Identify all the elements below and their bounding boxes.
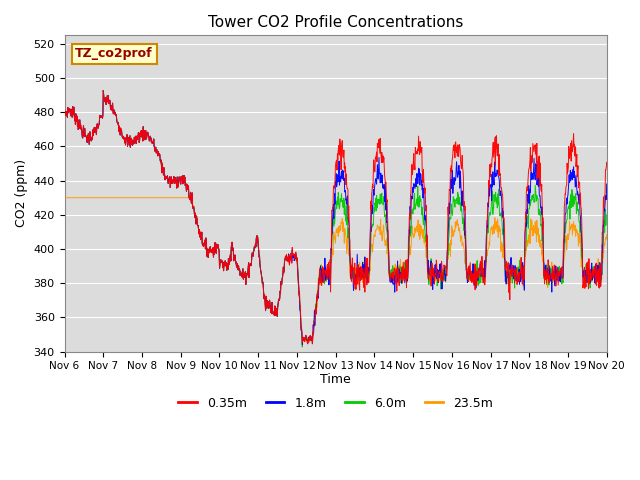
Legend: 0.35m, 1.8m, 6.0m, 23.5m: 0.35m, 1.8m, 6.0m, 23.5m <box>173 392 498 415</box>
Title: Tower CO2 Profile Concentrations: Tower CO2 Profile Concentrations <box>208 15 463 30</box>
Text: TZ_co2prof: TZ_co2prof <box>76 48 153 60</box>
Y-axis label: CO2 (ppm): CO2 (ppm) <box>15 159 28 228</box>
X-axis label: Time: Time <box>320 372 351 385</box>
